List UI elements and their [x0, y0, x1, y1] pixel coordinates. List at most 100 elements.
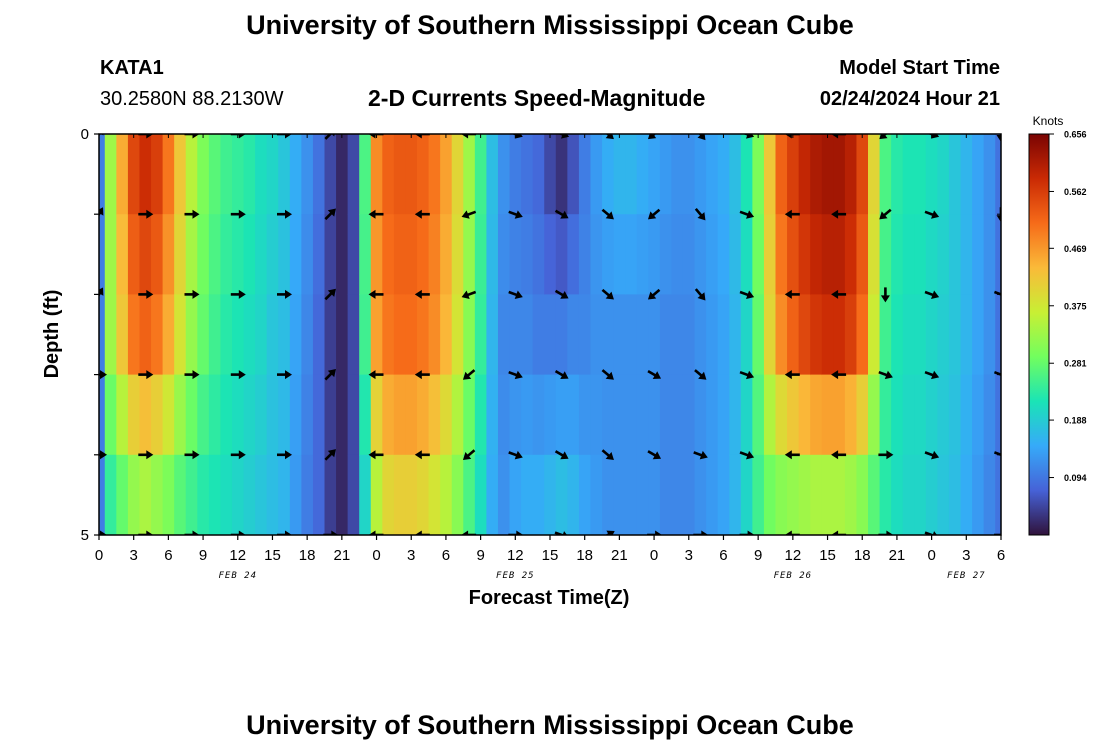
- current-arrow: [324, 288, 336, 301]
- heatmap-cell: [347, 214, 360, 295]
- heatmap-cell: [960, 454, 973, 535]
- heatmap-cell: [544, 374, 557, 456]
- heatmap-cell: [891, 294, 904, 376]
- heatmap-cell: [659, 374, 673, 456]
- current-arrow: [277, 134, 292, 139]
- current-arrow: [138, 134, 154, 139]
- x-tick-label: 0: [372, 547, 380, 564]
- heatmap-cell: [324, 294, 337, 376]
- x-tick-label: 15: [542, 547, 559, 564]
- heatmap-cell: [694, 454, 707, 535]
- heatmap-cell: [451, 214, 464, 295]
- heatmap-cell: [255, 294, 268, 376]
- heatmap-cell: [983, 294, 996, 376]
- heatmap-cell: [104, 214, 117, 295]
- heatmap-cell: [844, 294, 858, 376]
- x-tick-label: 12: [229, 547, 246, 564]
- heatmap-cell: [544, 294, 557, 376]
- current-arrow: [184, 530, 200, 535]
- current-arrow: [414, 134, 430, 139]
- heatmap-cell: [763, 294, 777, 376]
- heatmap-cell: [208, 294, 222, 376]
- heatmap-cell: [868, 214, 881, 295]
- heatmap-cell: [301, 454, 314, 535]
- heatmap-cell: [382, 294, 395, 376]
- heatmap-cell: [602, 454, 615, 535]
- current-arrow: [230, 134, 246, 139]
- current-arrow: [554, 450, 569, 460]
- heatmap-cell: [532, 374, 545, 456]
- current-arrow: [601, 369, 614, 380]
- heatmap-cell: [370, 214, 383, 295]
- x-tick-label: 0: [650, 547, 658, 564]
- heatmap-cell: [891, 454, 904, 535]
- heatmap-cell: [844, 134, 858, 215]
- heatmap-cell: [382, 374, 395, 456]
- x-tick-label: 0: [927, 547, 935, 564]
- heatmap-cell: [185, 294, 198, 376]
- heatmap-cell: [810, 454, 823, 535]
- heatmap-cell: [370, 454, 383, 535]
- heatmap-cell: [255, 374, 268, 456]
- heatmap-cell: [821, 294, 834, 376]
- heatmap-cell: [231, 294, 245, 376]
- current-arrow: [138, 289, 154, 299]
- heatmap-cell: [902, 374, 915, 456]
- current-arrow: [414, 209, 430, 219]
- heatmap-cell: [405, 134, 418, 215]
- heatmap-cell: [602, 134, 615, 215]
- colorbar-tick-label: 0.469: [1064, 244, 1087, 254]
- heatmap-cell: [752, 374, 765, 456]
- x-tick-label: 6: [164, 547, 172, 564]
- current-arrow: [461, 134, 477, 139]
- heatmap-cell: [509, 294, 522, 376]
- heatmap-cell: [185, 454, 198, 535]
- heatmap-cell: [682, 214, 696, 295]
- current-arrow: [647, 208, 661, 220]
- heatmap-cell: [659, 134, 673, 215]
- current-arrow: [277, 209, 292, 219]
- heatmap-cell: [243, 214, 256, 295]
- y-axis: 05: [81, 126, 1001, 544]
- heatmap-cell: [104, 454, 117, 535]
- heatmap-cell: [243, 454, 256, 535]
- heatmap-cell: [116, 294, 129, 376]
- heatmap-cell: [301, 294, 314, 376]
- heatmap-cells: [99, 134, 1001, 535]
- heatmap-cell: [301, 214, 314, 295]
- current-arrow: [601, 134, 614, 140]
- current-arrow: [368, 289, 384, 299]
- current-arrow: [996, 134, 1001, 142]
- heatmap-cell: [324, 134, 337, 215]
- heatmap-cell: [821, 454, 834, 535]
- heatmap-cell: [625, 374, 638, 456]
- heatmap-cell: [729, 454, 742, 535]
- heatmap-cell: [787, 374, 800, 456]
- heatmap-cell: [671, 214, 684, 295]
- heatmap-cell: [972, 294, 985, 376]
- heatmap-cell: [937, 454, 950, 535]
- heatmap-cell: [648, 134, 661, 215]
- heatmap-cell: [833, 454, 846, 535]
- heatmap-cell: [428, 294, 441, 376]
- current-arrow: [831, 450, 847, 460]
- heatmap-cell: [995, 454, 1001, 535]
- current-vectors: [99, 134, 1001, 535]
- heatmap-cell: [532, 454, 545, 535]
- heatmap-cell: [891, 134, 904, 215]
- colorbar-tick-label: 0.656: [1064, 130, 1087, 140]
- current-arrow: [462, 449, 476, 460]
- current-arrow: [831, 370, 847, 380]
- page-title: University of Southern Mississippi Ocean…: [246, 10, 854, 40]
- x-tick-label: 18: [576, 547, 593, 564]
- current-arrow: [831, 134, 847, 139]
- heatmap-cell: [948, 374, 962, 456]
- heatmap-cell: [844, 374, 858, 456]
- colorbar-unit: Knots: [1033, 114, 1064, 128]
- heatmap-cell: [463, 214, 476, 295]
- heatmap-cell: [925, 374, 938, 456]
- y-tick-label: 5: [81, 527, 89, 544]
- current-arrow: [647, 450, 662, 460]
- heatmap-cell: [220, 454, 233, 535]
- heatmap-cell: [116, 134, 129, 215]
